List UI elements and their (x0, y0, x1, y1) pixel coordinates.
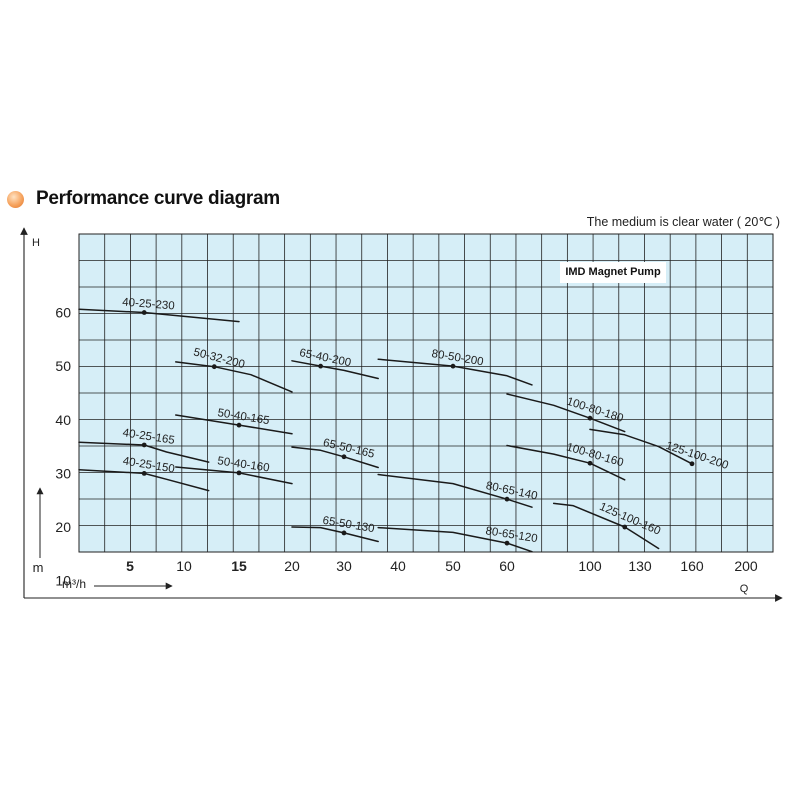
brand-label: IMD Magnet Pump (560, 262, 666, 283)
rated-point-80-65-120 (504, 540, 510, 546)
curve-40-25-165 (78, 441, 210, 463)
y-tick-label: 60 (55, 305, 71, 321)
curve-80-50-200 (377, 358, 533, 386)
rated-point-50-40-165 (236, 422, 242, 428)
curve-80-65-140 (377, 473, 533, 508)
rated-point-80-50-200 (450, 363, 456, 369)
rated-point-40-25-165 (141, 442, 147, 448)
curve-100-80-160 (506, 444, 626, 481)
rated-point-50-32-200 (211, 364, 217, 370)
rated-point-40-25-230 (141, 310, 147, 315)
rated-point-65-40-200 (318, 363, 324, 369)
x-unit-label: m³/h (62, 577, 86, 591)
x-tick-label: 5 (126, 558, 134, 574)
rated-point-125-100-160 (622, 524, 628, 530)
curve-50-32-200 (175, 361, 293, 393)
x-tick-label: 160 (680, 558, 704, 574)
curve-125-100-160 (552, 502, 660, 550)
y-tick-label: 50 (55, 358, 71, 374)
x-tick-label: 20 (284, 558, 300, 574)
rated-point-40-25-150 (141, 471, 147, 476)
curve-80-65-120 (377, 526, 533, 553)
x-tick-label: 15 (231, 558, 247, 574)
y-unit-label: m (33, 560, 44, 575)
rated-point-125-100-200 (689, 461, 695, 467)
rated-point-65-50-130 (341, 530, 347, 536)
x-tick-label: 60 (499, 558, 515, 574)
y-tick-label: 10 (55, 573, 71, 589)
page-title: Performance curve diagram (36, 188, 280, 209)
rated-point-100-80-160 (587, 460, 593, 466)
rated-point-80-65-140 (504, 496, 510, 502)
rated-point-50-40-160 (236, 470, 242, 476)
curve-100-80-180 (506, 393, 626, 433)
rated-point-65-50-165 (341, 454, 347, 460)
x-tick-label: 40 (390, 558, 406, 574)
x-tick-label: 50 (445, 558, 461, 574)
y-tick-label: 20 (55, 519, 71, 535)
x-tick-label: 10 (176, 558, 192, 574)
x-tick-label: 200 (734, 558, 758, 574)
curve-40-25-150 (78, 468, 210, 492)
x-tick-label: 100 (578, 558, 602, 574)
curve-65-40-200 (291, 360, 379, 380)
x-tick-label: 30 (336, 558, 352, 574)
curve-65-50-130 (291, 526, 379, 543)
y-tick-label: 30 (55, 465, 71, 481)
medium-note: The medium is clear water ( 20℃ ) (586, 215, 780, 229)
title-bullet-icon (7, 191, 24, 208)
curve-65-50-165 (291, 446, 379, 469)
rated-point-100-80-180 (587, 415, 593, 421)
x-axis-label: Q (740, 583, 749, 595)
series-label: 40-25-230 (122, 297, 175, 313)
curve-125-100-200 (589, 428, 693, 465)
x-tick-label: 130 (628, 558, 652, 574)
y-tick-label: 40 (55, 412, 71, 428)
y-axis-label: H (32, 237, 40, 249)
